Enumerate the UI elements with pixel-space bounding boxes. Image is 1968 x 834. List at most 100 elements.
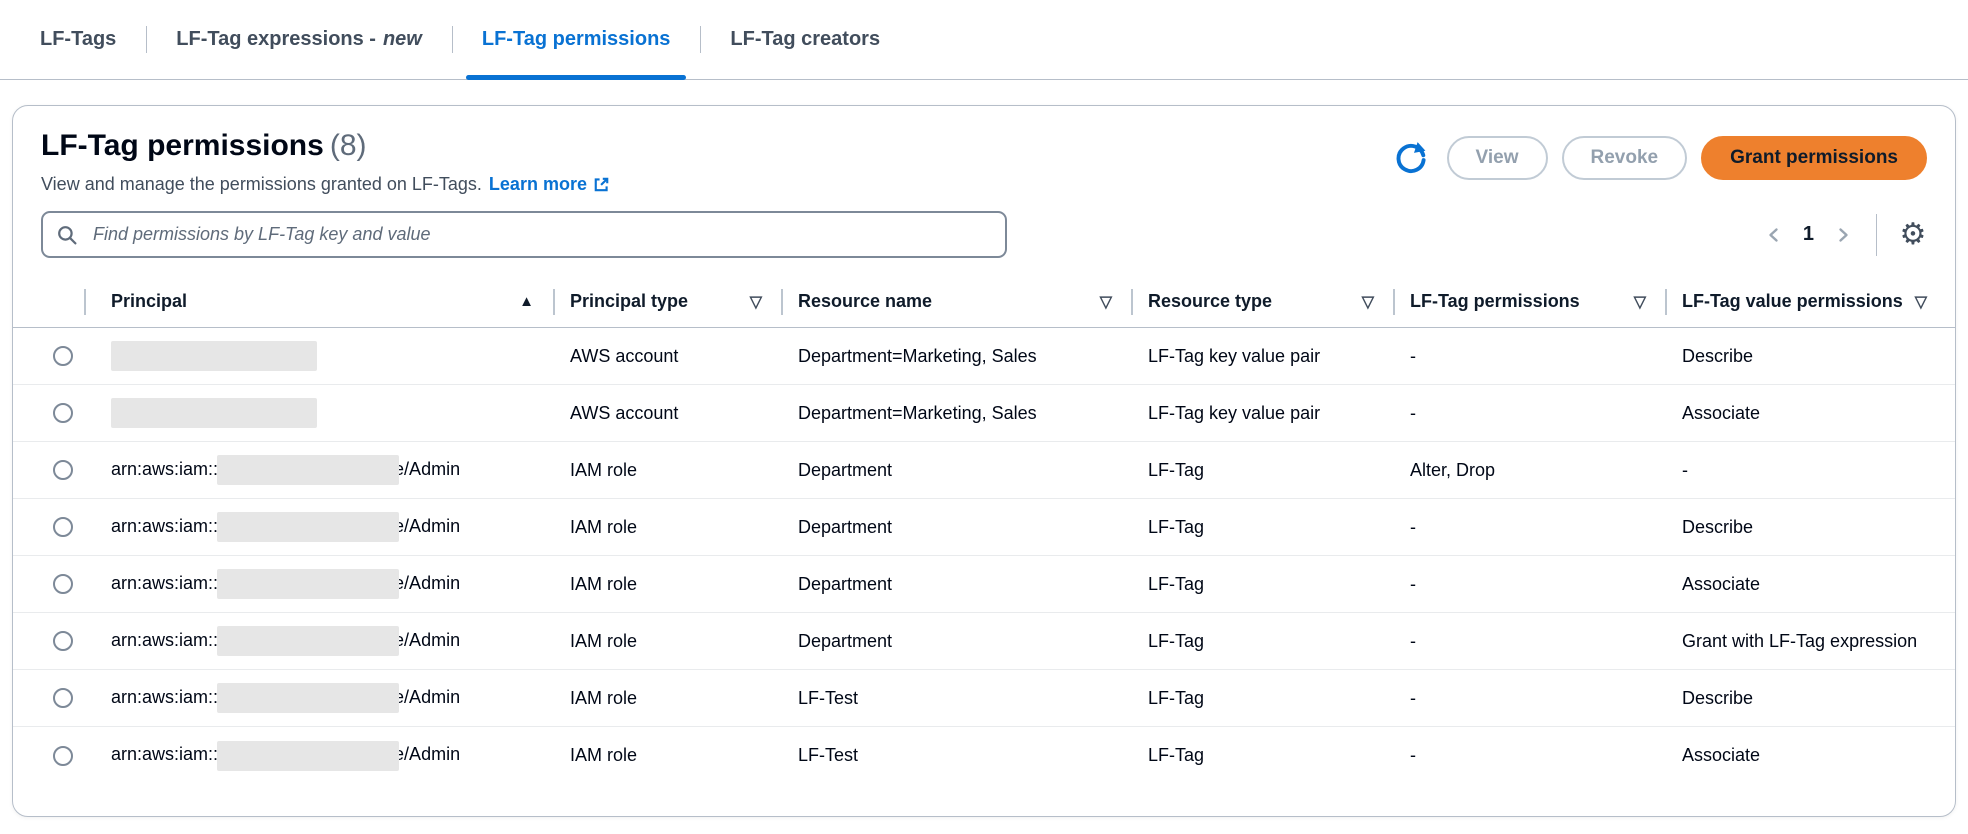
row-radio-button[interactable]: [53, 460, 73, 480]
row-select-cell: [41, 574, 85, 594]
principal-cell: arn:aws:iam::0 e/Admin: [85, 626, 554, 656]
lf-tag-permissions-cell: Alter, Drop: [1410, 459, 1496, 480]
filter-icon[interactable]: ▽: [1361, 293, 1374, 311]
row-radio-button[interactable]: [53, 403, 73, 423]
chevron-left-icon: [1769, 227, 1778, 242]
resource-type-cell: LF-Tag: [1148, 573, 1205, 594]
table-settings-button[interactable]: ⚙: [1891, 213, 1935, 257]
learn-more-link[interactable]: Learn more: [489, 174, 610, 195]
table-row: arn:aws:iam::0 e/Admin IAM role LF-Test L…: [13, 670, 1955, 727]
lf-tag-permissions-cell: -: [1410, 630, 1416, 651]
row-radio-button[interactable]: [53, 517, 73, 537]
pagination: 1 ⚙: [1755, 213, 1935, 257]
resource-name-cell: Department: [798, 573, 893, 594]
lf-tag-value-permissions-cell: Associate: [1682, 745, 1761, 765]
page-title: LF-Tag permissions (8): [41, 128, 610, 164]
row-select-cell: [41, 631, 85, 651]
grant-permissions-button[interactable]: Grant permissions: [1701, 136, 1927, 180]
principal-arn-prefix: arn:aws:iam::0: [111, 458, 229, 479]
lf-tag-permissions-panel: LF-Tag permissions (8) View and manage th…: [12, 105, 1956, 817]
redacted-principal-box: [111, 398, 317, 428]
resource-type-cell: LF-Tag: [1148, 687, 1205, 708]
principal-type-cell: IAM role: [570, 516, 638, 537]
resource-type-cell: LF-Tag: [1148, 459, 1205, 480]
tab-lf-tag-permissions[interactable]: LF-Tag permissions: [451, 0, 701, 80]
lf-tag-permissions-cell: -: [1410, 402, 1416, 423]
principal-type-cell: IAM role: [570, 745, 638, 765]
pager-divider: [1876, 213, 1877, 256]
tab-bar: LF-Tags LF-Tag expressions - new LF-Tag …: [0, 0, 1968, 80]
lf-tag-permissions-cell: -: [1410, 745, 1416, 765]
principal-arn-prefix: arn:aws:iam::0: [111, 686, 229, 707]
tab-label: LF-Tag permissions: [481, 28, 671, 50]
current-page-number: 1: [1802, 223, 1814, 245]
filter-icon[interactable]: ▽: [749, 293, 762, 311]
permissions-table: Principal ▲ Principal type ▽ Resource na…: [13, 276, 1955, 784]
previous-page-button[interactable]: [1755, 216, 1793, 254]
next-page-button[interactable]: [1824, 216, 1862, 254]
row-select-cell: [41, 346, 85, 366]
principal-type-cell: IAM role: [570, 630, 638, 651]
column-header-resource-name[interactable]: Resource name ▽: [782, 276, 1132, 327]
tab-lf-tag-creators[interactable]: LF-Tag creators: [700, 0, 910, 79]
tab-lf-tags[interactable]: LF-Tags: [40, 0, 146, 79]
revoke-button[interactable]: Revoke: [1561, 136, 1688, 180]
tab-label-new-badge: new: [382, 28, 422, 50]
principal-arn-suffix: e/Admin: [394, 686, 461, 707]
table-header-row: Principal ▲ Principal type ▽ Resource na…: [13, 276, 1955, 328]
lf-tag-permissions-cell: -: [1410, 573, 1416, 594]
table-toolbar: 1 ⚙: [13, 195, 1955, 258]
lf-tag-value-permissions-cell: Associate: [1682, 402, 1761, 423]
redacted-principal-box: [217, 455, 400, 485]
principal-arn-prefix: arn:aws:iam::0: [111, 572, 229, 593]
redacted-principal-box: [217, 569, 400, 599]
row-select-cell: [41, 460, 85, 480]
principal-arn-prefix: arn:aws:iam::0: [111, 629, 229, 650]
principal-type-cell: AWS account: [570, 345, 679, 366]
principal-arn-suffix: e/Admin: [394, 572, 461, 593]
filter-icon[interactable]: ▽: [1633, 293, 1646, 311]
principal-type-cell: IAM role: [570, 459, 638, 480]
redacted-principal-box: [217, 683, 400, 713]
chevron-right-icon: [1839, 227, 1848, 242]
row-radio-button[interactable]: [53, 574, 73, 594]
principal-cell: arn:aws:iam::0 e/Admin: [85, 569, 554, 599]
column-header-resource-type[interactable]: Resource type ▽: [1132, 276, 1394, 327]
column-header-principal[interactable]: Principal ▲: [85, 276, 554, 327]
table-row: arn:aws:iam::0 e/Admin IAM role Departmen…: [13, 442, 1955, 499]
column-header-lf-tag-value-permissions[interactable]: LF-Tag value permissions ▽: [1666, 276, 1947, 327]
resource-type-cell: LF-Tag: [1148, 745, 1205, 765]
resource-type-cell: LF-Tag: [1148, 630, 1205, 651]
filter-icon[interactable]: ▽: [1914, 293, 1928, 311]
sort-ascending-icon[interactable]: ▲: [519, 293, 534, 310]
principal-cell: arn:aws:iam::0 e/Admin: [85, 455, 554, 485]
row-radio-button[interactable]: [53, 631, 73, 651]
refresh-button[interactable]: [1389, 136, 1433, 180]
principal-arn-prefix: arn:aws:iam::0: [111, 744, 229, 765]
column-header-lf-tag-permissions[interactable]: LF-Tag permissions ▽: [1394, 276, 1666, 327]
row-radio-button[interactable]: [53, 745, 73, 766]
lf-tag-permissions-cell: -: [1410, 687, 1416, 708]
resource-name-cell: Department: [798, 630, 893, 651]
column-header-principal-type[interactable]: Principal type ▽: [554, 276, 782, 327]
tab-lf-tag-expressions[interactable]: LF-Tag expressions - new: [146, 0, 452, 79]
resource-type-cell: LF-Tag key value pair: [1148, 345, 1321, 366]
resource-name-cell: Department=Marketing, Sales: [798, 402, 1037, 423]
view-button[interactable]: View: [1446, 136, 1548, 180]
lf-tag-value-permissions-cell: Grant with LF-Tag expression: [1682, 630, 1918, 651]
panel-header-text: LF-Tag permissions (8) View and manage th…: [41, 128, 610, 195]
tab-label: LF-Tags: [40, 28, 117, 50]
principal-arn-suffix: e/Admin: [394, 744, 461, 765]
row-radio-button[interactable]: [53, 688, 73, 708]
row-radio-button[interactable]: [53, 346, 73, 366]
lf-tag-value-permissions-cell: Describe: [1682, 345, 1754, 366]
principal-cell: arn:aws:iam::0 e/Admin: [85, 683, 554, 713]
search-input[interactable]: [41, 211, 1007, 258]
principal-arn-suffix: e/Admin: [394, 629, 461, 650]
filter-icon[interactable]: ▽: [1099, 293, 1112, 311]
header-actions: View Revoke Grant permissions: [1389, 136, 1927, 180]
table-row: arn:aws:iam::0 e/Admin IAM role Departmen…: [13, 556, 1955, 613]
table-row: arn:aws:iam::0 e/Admin IAM role Departmen…: [13, 499, 1955, 556]
lf-tag-value-permissions-cell: Associate: [1682, 573, 1761, 594]
table-row: AWS account Department=Marketing, Sales …: [13, 385, 1955, 442]
